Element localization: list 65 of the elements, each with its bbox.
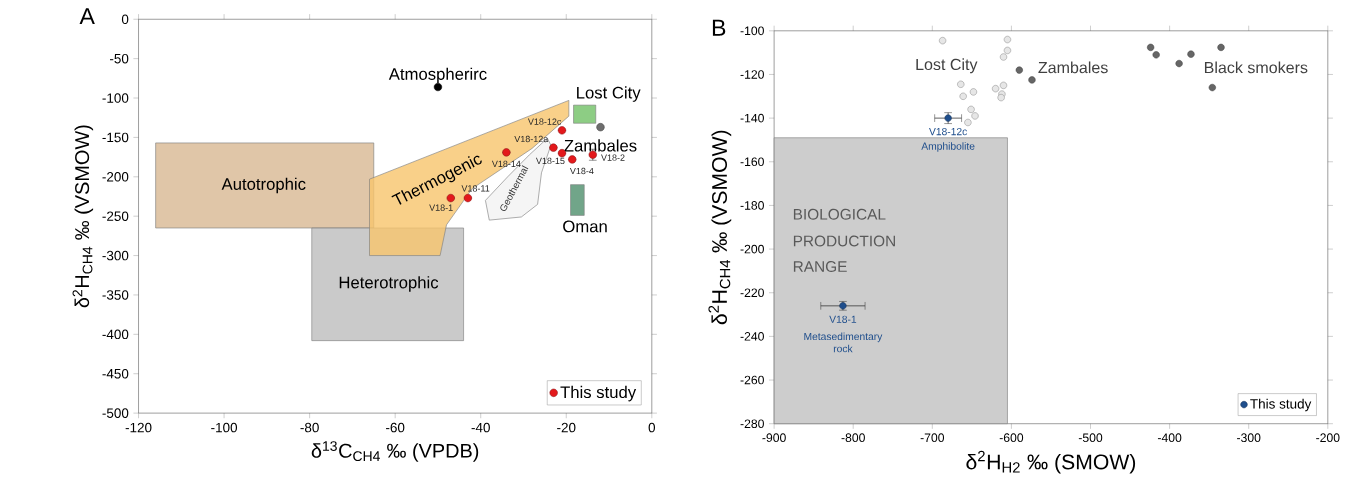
y-tick-label: -280: [740, 419, 764, 429]
x-tick-label: -100: [211, 422, 238, 433]
legend-label: This study: [1250, 398, 1312, 412]
annotation: Autotrophic: [221, 177, 306, 194]
x-tick-label: -60: [386, 422, 405, 433]
y-tick-label: -220: [740, 288, 764, 298]
y-tick-label: -350: [102, 290, 129, 300]
y-tick-label: -300: [102, 250, 129, 261]
x-tick-label: -120: [125, 422, 152, 433]
y-tick-label: -500: [102, 408, 129, 418]
y-tick-label: -200: [102, 172, 129, 182]
x-tick-label: 0: [648, 422, 656, 433]
annotation: V18-4: [569, 167, 594, 175]
annotation: Oman: [563, 220, 607, 233]
annotation: Amphibolite: [921, 142, 975, 152]
annotation: Lost City: [577, 86, 641, 102]
annotation: Black smokers: [1204, 61, 1308, 74]
y-tick-label: -100: [740, 26, 764, 36]
x-tick-label: -600: [999, 433, 1024, 443]
annotation: Metasedimentary rock: [804, 332, 883, 353]
annotation: V18-12c: [929, 127, 967, 136]
y-tick-label: -240: [740, 332, 764, 341]
y-tick-label: 0: [121, 14, 129, 25]
y-axis-title: δ$^{2}$H$_{CH4}$ ‰ (VSMOW): [72, 125, 94, 308]
annotation: V18-1: [429, 204, 453, 211]
annotation: Heterotrophic: [339, 276, 439, 292]
legend-label: This study: [560, 385, 637, 402]
y-tick-label: -140: [740, 113, 764, 123]
x-tick-label: -40: [471, 422, 490, 433]
x-tick-label: -700: [920, 433, 945, 443]
y-tick-label: -160: [740, 157, 764, 167]
y-tick-label: -100: [102, 93, 129, 103]
y-tick-label: -260: [740, 375, 764, 385]
chart-title: B: [712, 19, 726, 36]
y-tick-label: -150: [102, 132, 129, 143]
x-tick-label: -300: [1237, 433, 1261, 443]
x-axis-title: δ$^{13}$C$_{CH4}$ ‰ (VPDB): [311, 441, 479, 462]
annotation: Zambales: [564, 139, 637, 152]
y-tick-label: -200: [740, 244, 764, 254]
x-tick-label: -200: [1316, 433, 1340, 443]
x-tick-label: -20: [557, 422, 576, 433]
x-axis-title: δ$^{2}$H$_{H2}$ ‰ (SMOW): [966, 450, 1136, 474]
x-tick-label: -900: [762, 433, 786, 443]
y-tick-label: -450: [102, 368, 129, 379]
x-tick-label: -800: [841, 433, 865, 443]
annotation: Lost City: [916, 58, 978, 74]
y-axis-title: δ$^{2}$H$_{CH4}$ ‰ (VSMOW): [708, 130, 732, 325]
y-tick-label: -250: [102, 211, 129, 221]
y-tick-label: -400: [102, 329, 129, 340]
chart-title: A: [79, 8, 95, 25]
y-tick-label: -50: [109, 53, 129, 64]
x-tick-label: -500: [1078, 433, 1103, 443]
annotation: RANGE: [793, 261, 847, 272]
annotation: V18-2: [601, 154, 625, 161]
annotation: V18-1: [829, 315, 857, 323]
annotation: BIOLOGICAL: [793, 208, 886, 220]
y-tick-label: -180: [740, 201, 764, 210]
annotation: V18-15: [535, 157, 565, 165]
x-tick-label: -400: [1157, 433, 1182, 443]
annotation: Zambales: [1038, 61, 1108, 74]
annotation: PRODUCTION: [793, 235, 895, 247]
annotation: V18-12c: [527, 118, 562, 125]
y-tick-label: -120: [740, 70, 764, 79]
annotation: Atmospherirc: [388, 67, 487, 84]
x-tick-label: -80: [300, 422, 319, 433]
